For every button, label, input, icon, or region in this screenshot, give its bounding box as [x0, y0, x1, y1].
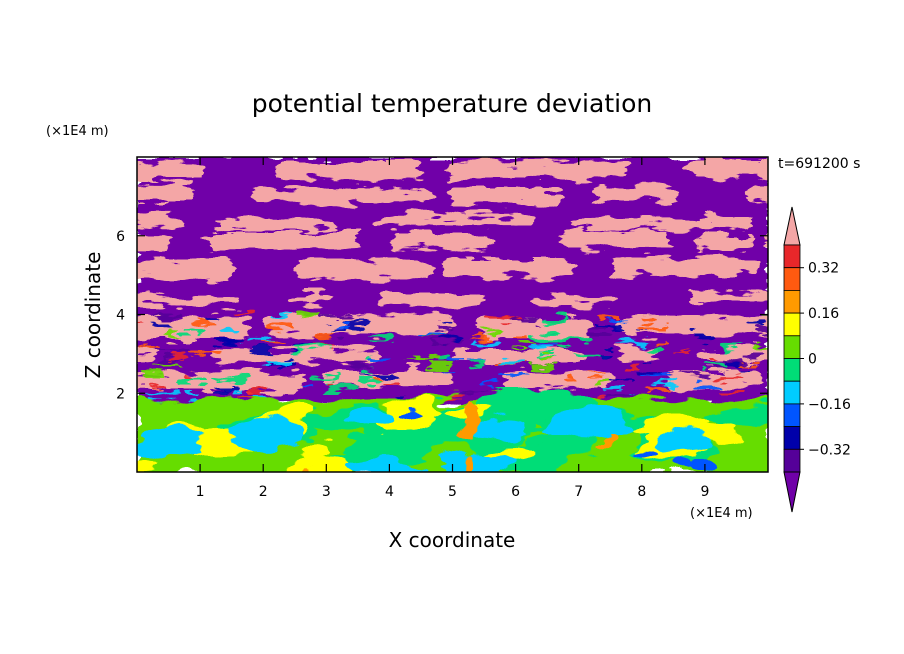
x-axis-ticks: 1 2 3 4 5 6 7 8 9 [196, 157, 709, 500]
x-tick-label: 7 [574, 484, 583, 500]
colorbar-tick-label: 0.16 [808, 306, 839, 322]
y-axis-label: Z coordinate [81, 252, 105, 379]
x-tick-label: 2 [259, 484, 268, 500]
colorbar: 0.32 0.16 0 −0.16 −0.32 [783, 206, 851, 513]
y-tick-label: 6 [116, 229, 125, 245]
colorbar-tick-label: 0.32 [808, 261, 839, 277]
x-unit-label: (×1E4 m) [690, 506, 753, 521]
x-tick-label: 1 [196, 484, 205, 500]
colorbar-band [783, 358, 801, 382]
colorbar-tick-label: −0.16 [808, 397, 851, 413]
colorbar-tick-label: 0 [808, 352, 817, 368]
colorbar-top-arrow [783, 206, 801, 246]
y-unit-label: (×1E4 m) [46, 124, 109, 139]
colorbar-band [783, 426, 801, 450]
x-tick-label: 8 [637, 484, 646, 500]
colorbar-tick-label: −0.32 [808, 442, 851, 458]
x-tick-label: 6 [511, 484, 520, 500]
colorbar-bottom-arrow [783, 471, 801, 513]
y-axis-ticks: 2 4 6 [116, 229, 768, 402]
colorbar-band [783, 289, 801, 314]
y-tick-label: 4 [116, 308, 125, 324]
colorbar-band [783, 448, 801, 473]
x-tick-label: 9 [700, 484, 709, 500]
colorbar-band [783, 403, 801, 427]
x-tick-label: 3 [322, 484, 331, 500]
colorbar-band [783, 312, 801, 337]
y-tick-label: 2 [116, 386, 125, 402]
colorbar-band [783, 267, 801, 291]
colorbar-band [783, 380, 801, 405]
x-axis-label: X coordinate [389, 528, 516, 552]
potential-temperature-field [137, 157, 768, 472]
x-tick-label: 4 [385, 484, 394, 500]
time-label: t=691200 s [778, 156, 860, 172]
colorbar-band [783, 335, 801, 359]
x-tick-label: 5 [448, 484, 457, 500]
colorbar-band [783, 244, 801, 269]
chart-title: potential temperature deviation [252, 89, 652, 118]
